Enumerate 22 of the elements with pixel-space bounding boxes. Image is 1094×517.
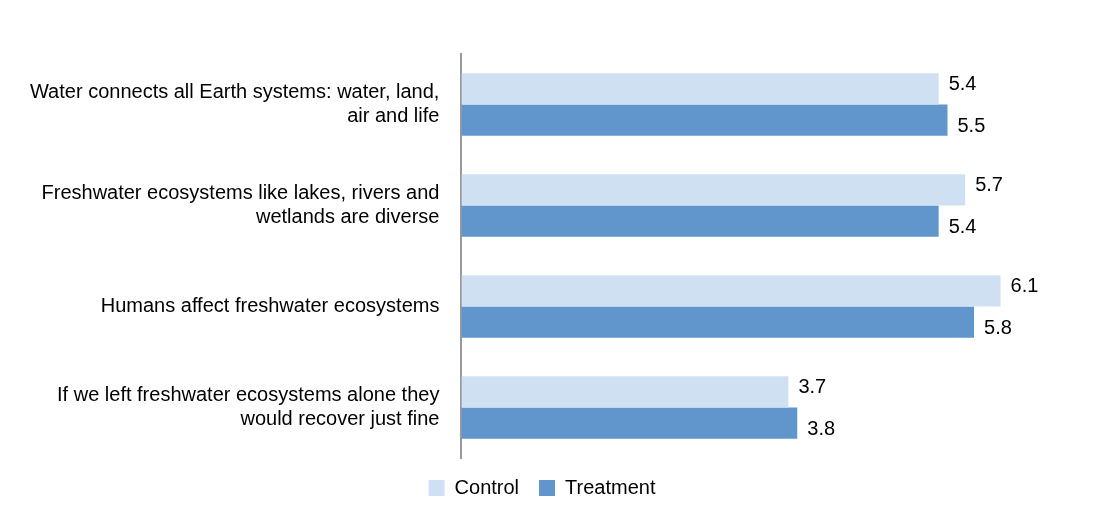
data-label: 6.1 xyxy=(1010,274,1039,297)
bar xyxy=(461,205,939,237)
data-label: 5.8 xyxy=(984,315,1012,338)
y-tick-label: Water connects all Earth systems: water, land, air and life xyxy=(29,80,440,127)
data-label: 5.4 xyxy=(948,214,977,237)
bar xyxy=(461,104,948,136)
data-label: 5.4 xyxy=(948,72,977,95)
data-label: 3.7 xyxy=(798,375,827,398)
data-label: 5.5 xyxy=(957,113,986,136)
bar xyxy=(461,275,1001,307)
bar xyxy=(461,407,798,439)
y-tick-label: Humans affect freshwater ecosystems xyxy=(100,294,440,317)
y-tick-label: If we left freshwater ecosystems alone they would recover just fine xyxy=(57,383,440,430)
bar xyxy=(461,174,966,206)
data-label: 5.7 xyxy=(975,173,1003,196)
data-label: 3.8 xyxy=(807,416,836,439)
legend-label: Control xyxy=(454,475,520,498)
legend-label: Treatment xyxy=(565,475,656,498)
bar xyxy=(461,376,789,408)
y-tick-label: Freshwater ecosystems like lakes, rivers and wetlands are diverse xyxy=(41,181,440,228)
bar xyxy=(461,73,939,105)
bar xyxy=(461,306,975,338)
